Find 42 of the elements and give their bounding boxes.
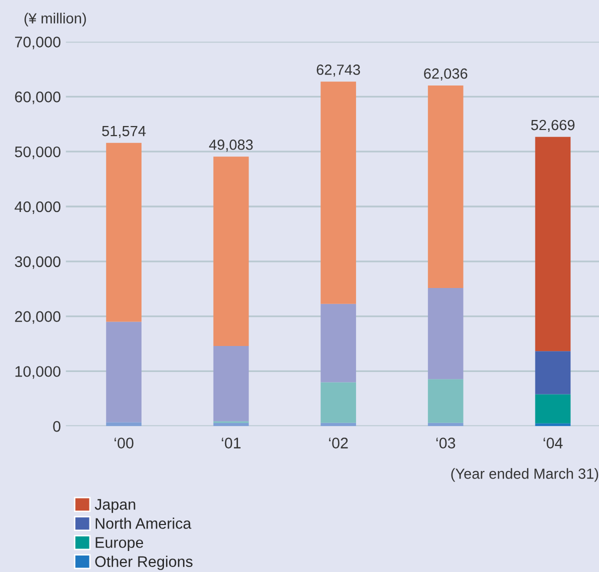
bar [106,422,142,426]
bar [428,85,464,288]
x-axis-title: (Year ended March 31) [451,468,598,482]
y-axis-title: (¥ million) [24,12,86,26]
y-tick-label: 20,000 [15,311,60,324]
y-tick-label: 40,000 [14,201,60,214]
y-tick-label: 10,000 [15,366,60,379]
bar [535,136,571,352]
x-tick-label: ‘04 [544,438,563,448]
bar [213,156,249,346]
y-tick-label: 60,000 [15,92,60,104]
y-tick-label: 50,000 [14,146,60,160]
total-label: 49,083 [209,140,253,152]
bar [213,422,249,426]
y-tick-label: 30,000 [14,256,60,269]
bar [320,422,356,426]
bar [213,346,249,422]
total-label: 52,669 [531,120,574,132]
x-tick-label: ‘01 [222,438,241,448]
legend-label: Japan [94,499,136,513]
bar [428,288,464,380]
bar [428,422,464,426]
y-tick-label: 70,000 [15,36,60,50]
legend-label: Other Regions [95,556,192,570]
bar [535,394,571,424]
bar [535,423,571,426]
total-label: 62,036 [424,68,468,80]
x-tick-label: ‘00 [114,438,134,448]
bar [106,322,142,422]
bar [320,382,356,423]
y-tick-label: 0 [53,421,60,432]
total-label: 51,574 [102,126,146,138]
legend-label: North America [96,518,192,529]
x-tick-label: ‘02 [329,438,348,448]
x-tick-label: ‘03 [436,438,456,448]
bar [535,351,571,394]
bar [428,379,464,423]
total-label: 62,743 [316,64,360,77]
bar [320,304,356,382]
bar [106,142,142,322]
legend-label: Europe [96,537,144,551]
bar [320,82,356,304]
